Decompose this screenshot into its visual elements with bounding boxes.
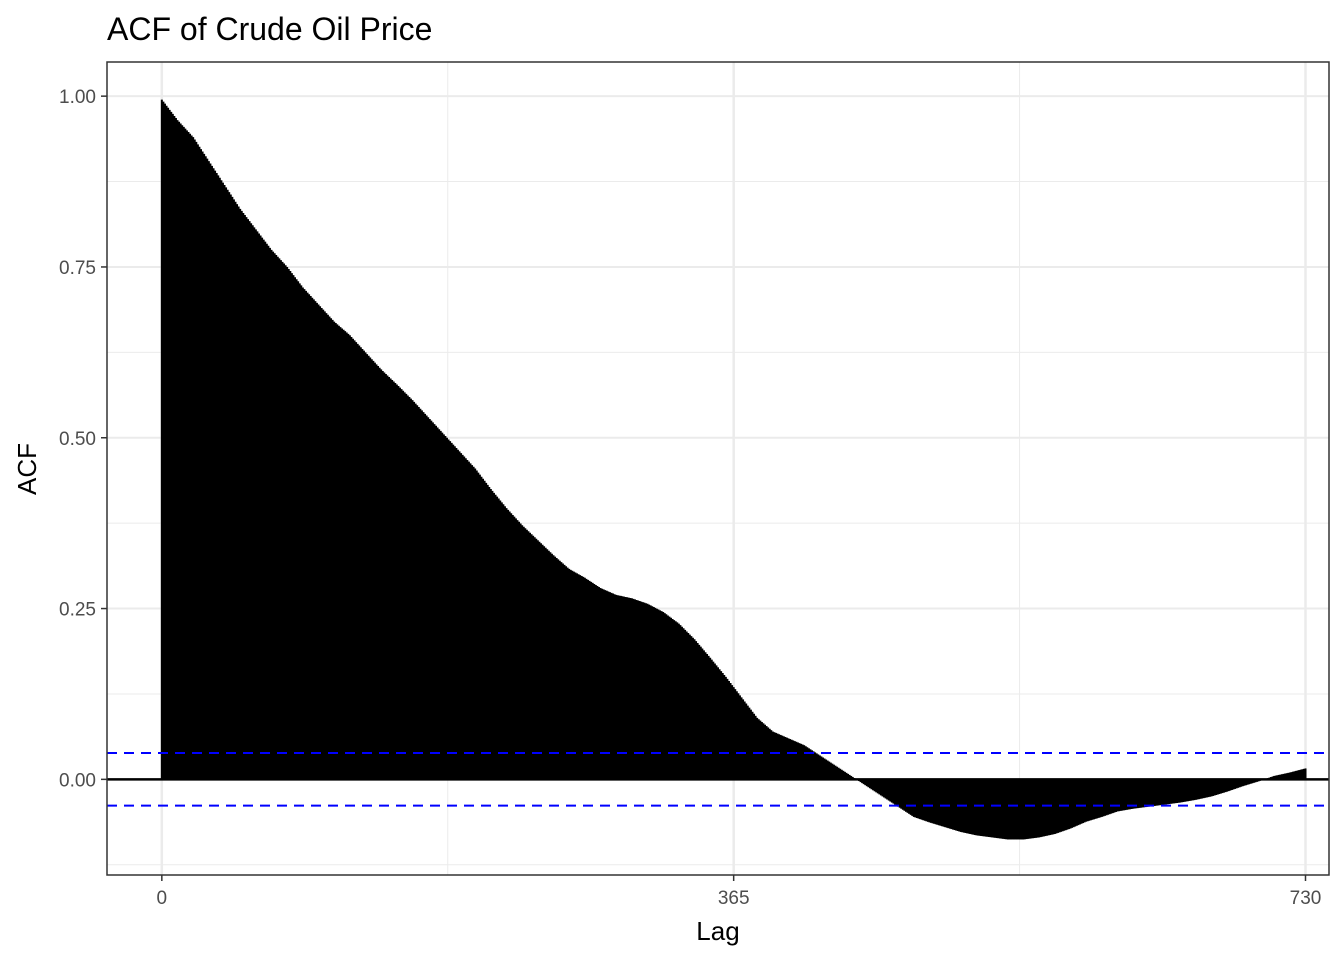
y-tick-label: 0.75: [59, 258, 96, 279]
panel-border: [106, 61, 1330, 876]
x-axis: 0 365 730: [157, 875, 1322, 909]
y-tick-label: 0.25: [59, 600, 96, 621]
y-tick-label: 0.50: [59, 429, 96, 450]
x-tick-label: 730: [1290, 888, 1322, 909]
acf-bars: [160, 99, 1307, 840]
x-tick-label: 0: [157, 888, 168, 909]
y-tick-label: 1.00: [59, 87, 96, 108]
x-axis-title: Lag: [696, 916, 739, 946]
chart-title: ACF of Crude Oil Price: [107, 11, 432, 47]
y-axis: 0.00 0.25 0.50 0.75 1.00: [59, 87, 107, 791]
y-axis-title: ACF: [12, 443, 42, 495]
x-tick-label: 365: [718, 888, 750, 909]
y-tick-label: 0.00: [59, 770, 96, 791]
